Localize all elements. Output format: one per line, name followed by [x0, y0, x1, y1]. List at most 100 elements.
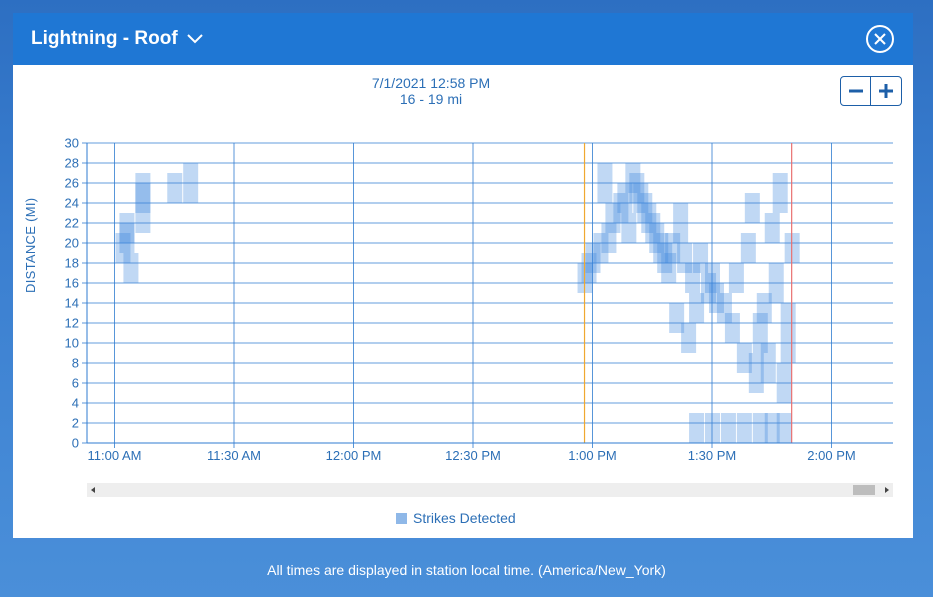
- tooltip-range: 16 - 19 mi: [399, 91, 463, 107]
- strike-mark: [701, 273, 717, 303]
- strike-mark: [681, 323, 697, 353]
- strike-mark: [649, 223, 665, 253]
- strike-mark: [689, 413, 705, 443]
- x-tick-label: 2:00 PM: [807, 448, 855, 463]
- strike-mark: [601, 223, 617, 253]
- strike-mark: [736, 413, 752, 443]
- minus-icon: [848, 89, 863, 93]
- strike-mark: [593, 233, 609, 263]
- strike-mark: [621, 213, 637, 243]
- strike-mark: [752, 313, 768, 353]
- strike-mark: [581, 253, 597, 283]
- close-icon[interactable]: [865, 24, 895, 54]
- x-tick-label: 1:00 PM: [568, 448, 616, 463]
- strike-mark: [736, 343, 752, 373]
- zoom-in-button[interactable]: [871, 76, 902, 106]
- y-tick-label: 26: [65, 176, 79, 191]
- strike-mark: [748, 353, 764, 393]
- modal-header: Lightning - Roof: [13, 13, 913, 65]
- strike-mark: [183, 163, 199, 203]
- strike-mark: [776, 363, 792, 403]
- y-tick-label: 8: [72, 356, 79, 371]
- strike-mark: [720, 413, 736, 443]
- strike-mark: [685, 263, 701, 293]
- strike-mark: [661, 253, 677, 283]
- y-tick-label: 2: [72, 416, 79, 431]
- strike-mark: [613, 193, 629, 223]
- y-tick-label: 14: [65, 296, 79, 311]
- strike-mark: [756, 293, 772, 323]
- y-tick-label: 4: [72, 396, 79, 411]
- strike-mark: [728, 263, 744, 293]
- strike-mark: [585, 243, 601, 273]
- y-tick-label: 30: [65, 136, 79, 151]
- timezone-note: All times are displayed in station local…: [267, 562, 666, 578]
- hover-tooltip: 7/1/2021 12:58 PM 16 - 19 mi: [323, 75, 539, 107]
- strike-mark: [693, 243, 709, 273]
- strike-mark: [776, 413, 792, 443]
- strike-mark: [689, 293, 705, 323]
- strike-mark: [768, 263, 784, 303]
- strike-mark: [637, 193, 653, 223]
- station-selector[interactable]: Lightning - Roof: [31, 28, 204, 50]
- strike-mark: [673, 203, 689, 243]
- legend-item-strikes[interactable]: Strikes Detected: [396, 510, 516, 526]
- strike-mark: [629, 173, 645, 203]
- strike-mark: [677, 243, 693, 273]
- lightning-modal: Lightning - Roof 7/1/2021 12:58 PM 16 - …: [13, 13, 913, 538]
- strike-mark: [780, 303, 796, 363]
- strike-mark: [115, 233, 131, 263]
- strike-mark: [752, 413, 768, 443]
- y-tick-label: 24: [65, 196, 79, 211]
- strike-mark: [653, 233, 669, 263]
- y-tick-label: 10: [65, 336, 79, 351]
- chevron-down-icon: [186, 34, 203, 44]
- strike-mark: [119, 213, 135, 243]
- y-tick-label: 20: [65, 236, 79, 251]
- strike-mark: [744, 193, 760, 223]
- y-tick-label: 0: [72, 436, 79, 451]
- x-tick-label: 11:00 AM: [88, 448, 142, 463]
- scroll-right-icon[interactable]: [881, 483, 893, 497]
- strike-mark: [597, 163, 613, 203]
- strike-mark: [760, 343, 776, 383]
- legend-swatch: [396, 512, 407, 524]
- strike-mark: [708, 283, 724, 313]
- strike-mark: [772, 173, 788, 213]
- x-tick-label: 12:00 PM: [326, 448, 382, 463]
- strike-mark: [645, 213, 661, 243]
- legend-label: Strikes Detected: [413, 510, 516, 526]
- y-tick-label: 6: [72, 376, 79, 391]
- strike-mark: [764, 213, 780, 243]
- strike-mark: [123, 253, 139, 283]
- y-tick-label: 12: [65, 316, 79, 331]
- scroll-thumb[interactable]: [853, 485, 875, 495]
- strike-mark: [740, 233, 756, 263]
- modal-title: Lightning - Roof: [31, 28, 178, 49]
- strike-mark: [135, 203, 151, 233]
- strike-mark: [716, 293, 732, 323]
- scroll-left-icon[interactable]: [87, 483, 99, 497]
- strike-mark: [657, 243, 673, 273]
- chart-scrollbar[interactable]: [87, 483, 893, 497]
- strike-mark: [724, 313, 740, 343]
- strike-mark: [764, 413, 780, 443]
- strike-mark: [617, 183, 633, 213]
- strike-mark: [705, 413, 720, 443]
- zoom-out-button[interactable]: [840, 76, 871, 106]
- marker-lines: [583, 143, 793, 443]
- strike-mark: [167, 173, 183, 203]
- strike-mark: [633, 183, 649, 213]
- x-tick-label: 1:30 PM: [688, 448, 736, 463]
- zoom-controls: [840, 76, 903, 106]
- strike-mark: [625, 163, 641, 193]
- strike-mark: [135, 173, 151, 203]
- strike-mark: [135, 183, 151, 213]
- y-tick-label: 16: [65, 276, 79, 291]
- y-tick-label: 28: [65, 156, 79, 171]
- x-tick-label: 11:30 AM: [207, 448, 261, 463]
- x-tick-label: 12:30 PM: [445, 448, 501, 463]
- strike-mark: [665, 233, 681, 263]
